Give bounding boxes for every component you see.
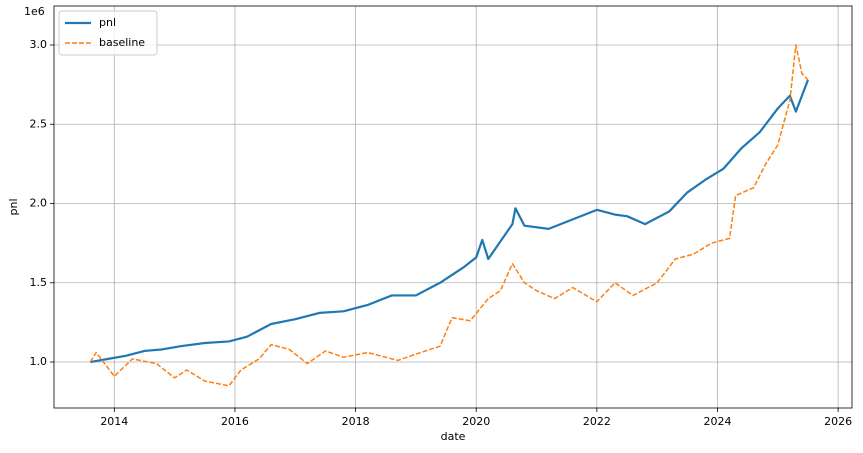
x-tick-label: 2026 bbox=[824, 415, 852, 428]
x-axis-label: date bbox=[441, 430, 466, 443]
y-tick-label: 2.5 bbox=[30, 117, 48, 130]
y-tick-label: 2.0 bbox=[30, 197, 48, 210]
y-offset-label: 1e6 bbox=[24, 5, 45, 18]
y-tick-label: 1.5 bbox=[30, 276, 48, 289]
legend-label: baseline bbox=[99, 36, 145, 49]
x-tick-label: 2018 bbox=[342, 415, 370, 428]
series-line bbox=[90, 79, 809, 364]
plot-frame bbox=[53, 5, 853, 409]
y-tick-label: 1.0 bbox=[30, 355, 48, 368]
x-tick-label: 2020 bbox=[462, 415, 490, 428]
x-tick-label: 2016 bbox=[221, 415, 249, 428]
x-tick-label: 2014 bbox=[100, 415, 128, 428]
x-tick-label: 2022 bbox=[583, 415, 611, 428]
series-line bbox=[89, 44, 809, 387]
y-tick-label: 3.0 bbox=[30, 38, 48, 51]
legend-label: pnl bbox=[99, 16, 116, 29]
y-axis-label: pnl bbox=[7, 198, 20, 215]
x-tick-label: 2024 bbox=[703, 415, 731, 428]
